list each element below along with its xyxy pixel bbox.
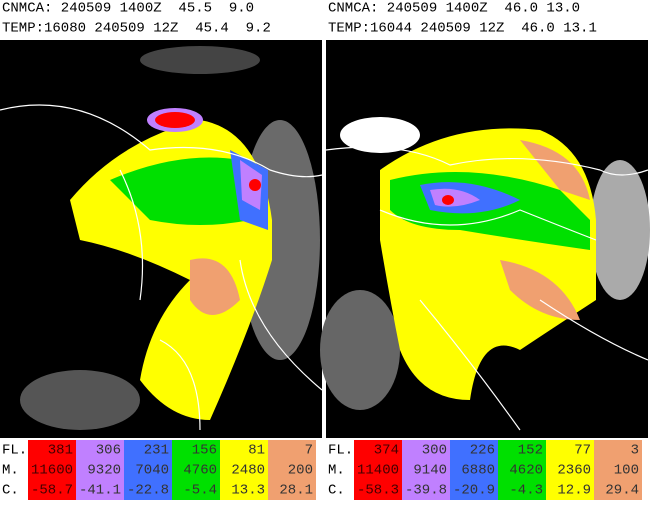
legend-value: -4.3 bbox=[509, 483, 543, 499]
legend-cell bbox=[498, 460, 546, 480]
legend-value: 29.4 bbox=[605, 483, 639, 499]
legend-cell bbox=[450, 460, 498, 480]
legend-cell bbox=[402, 460, 450, 480]
legend-cell bbox=[546, 440, 594, 460]
legend-value: 226 bbox=[470, 443, 495, 459]
legend-row-label: FL. bbox=[2, 443, 27, 459]
header-line: CNMCA: 240509 1400Z 45.5 9.0 bbox=[2, 1, 254, 17]
legend-value: 4760 bbox=[183, 463, 217, 479]
legend-value: 2360 bbox=[557, 463, 591, 479]
legend-cell bbox=[594, 460, 642, 480]
legend-cell bbox=[546, 480, 594, 500]
legend-value: 9320 bbox=[87, 463, 121, 479]
legend-cell bbox=[354, 440, 402, 460]
legend-cell bbox=[498, 480, 546, 500]
legend-cell bbox=[268, 480, 316, 500]
legend-cell bbox=[76, 440, 124, 460]
legend-cell bbox=[124, 480, 172, 500]
legend-cell bbox=[76, 480, 124, 500]
legend-value: 13.3 bbox=[231, 483, 265, 499]
legend-value: 300 bbox=[422, 443, 447, 459]
legend-cell bbox=[172, 480, 220, 500]
legend-value: 81 bbox=[248, 443, 265, 459]
legend-value: 7 bbox=[305, 443, 313, 459]
legend-cell bbox=[450, 480, 498, 500]
legend-cell bbox=[402, 480, 450, 500]
legend-value: -58.7 bbox=[31, 483, 73, 499]
legend-cell bbox=[354, 460, 402, 480]
legend-cell bbox=[546, 460, 594, 480]
legend-cell bbox=[498, 440, 546, 460]
legend-value: 231 bbox=[144, 443, 169, 459]
legend-value: 2480 bbox=[231, 463, 265, 479]
legend-value: -20.9 bbox=[453, 483, 495, 499]
right-map bbox=[320, 40, 650, 438]
legend-value: 3 bbox=[631, 443, 639, 459]
legend-cell bbox=[124, 440, 172, 460]
legend-row-label: M. bbox=[2, 463, 19, 479]
legend-cell bbox=[124, 460, 172, 480]
legend-value: 7040 bbox=[135, 463, 169, 479]
legend-cell bbox=[268, 440, 316, 460]
left-map bbox=[0, 40, 323, 438]
legend-value: 156 bbox=[192, 443, 217, 459]
legend-cell bbox=[268, 460, 316, 480]
legend-value: 200 bbox=[288, 463, 313, 479]
header-line: CNMCA: 240509 1400Z 46.0 13.0 bbox=[328, 1, 580, 17]
legend-value: -22.8 bbox=[127, 483, 169, 499]
legend-row-label: M. bbox=[328, 463, 345, 479]
header-line: TEMP:16044 240509 12Z 46.0 13.1 bbox=[328, 21, 597, 37]
legend-value: -58.3 bbox=[357, 483, 399, 499]
legend-value: -5.4 bbox=[183, 483, 217, 499]
legend-value: 381 bbox=[48, 443, 73, 459]
legend-cell bbox=[594, 480, 642, 500]
legend-value: 9140 bbox=[413, 463, 447, 479]
legend-cell bbox=[220, 440, 268, 460]
legend-cell bbox=[402, 440, 450, 460]
legend-row-label: C. bbox=[328, 483, 345, 499]
legend-cell bbox=[172, 440, 220, 460]
header-line: TEMP:16080 240509 12Z 45.4 9.2 bbox=[2, 21, 271, 37]
legend-cell bbox=[220, 480, 268, 500]
legend-value: -39.8 bbox=[405, 483, 447, 499]
legend-value: 4620 bbox=[509, 463, 543, 479]
legend-cell bbox=[76, 460, 124, 480]
legend-value: -41.1 bbox=[79, 483, 121, 499]
legend-value: 28.1 bbox=[279, 483, 313, 499]
legend-row-label: FL. bbox=[328, 443, 353, 459]
legend-value: 11600 bbox=[31, 463, 73, 479]
legend-row-label: C. bbox=[2, 483, 19, 499]
legend-value: 374 bbox=[374, 443, 399, 459]
legend-value: 100 bbox=[614, 463, 639, 479]
legend-cell bbox=[594, 440, 642, 460]
legend-value: 152 bbox=[518, 443, 543, 459]
legend-value: 77 bbox=[574, 443, 591, 459]
legend-value: 11400 bbox=[357, 463, 399, 479]
legend-cell bbox=[172, 460, 220, 480]
legend-cell bbox=[28, 440, 76, 460]
legend-value: 6880 bbox=[461, 463, 495, 479]
legend-value: 12.9 bbox=[557, 483, 591, 499]
legend-cell bbox=[220, 460, 268, 480]
legend-cell bbox=[28, 480, 76, 500]
legend-value: 306 bbox=[96, 443, 121, 459]
legend-cell bbox=[354, 480, 402, 500]
legend-cell bbox=[450, 440, 498, 460]
legend-cell bbox=[28, 460, 76, 480]
